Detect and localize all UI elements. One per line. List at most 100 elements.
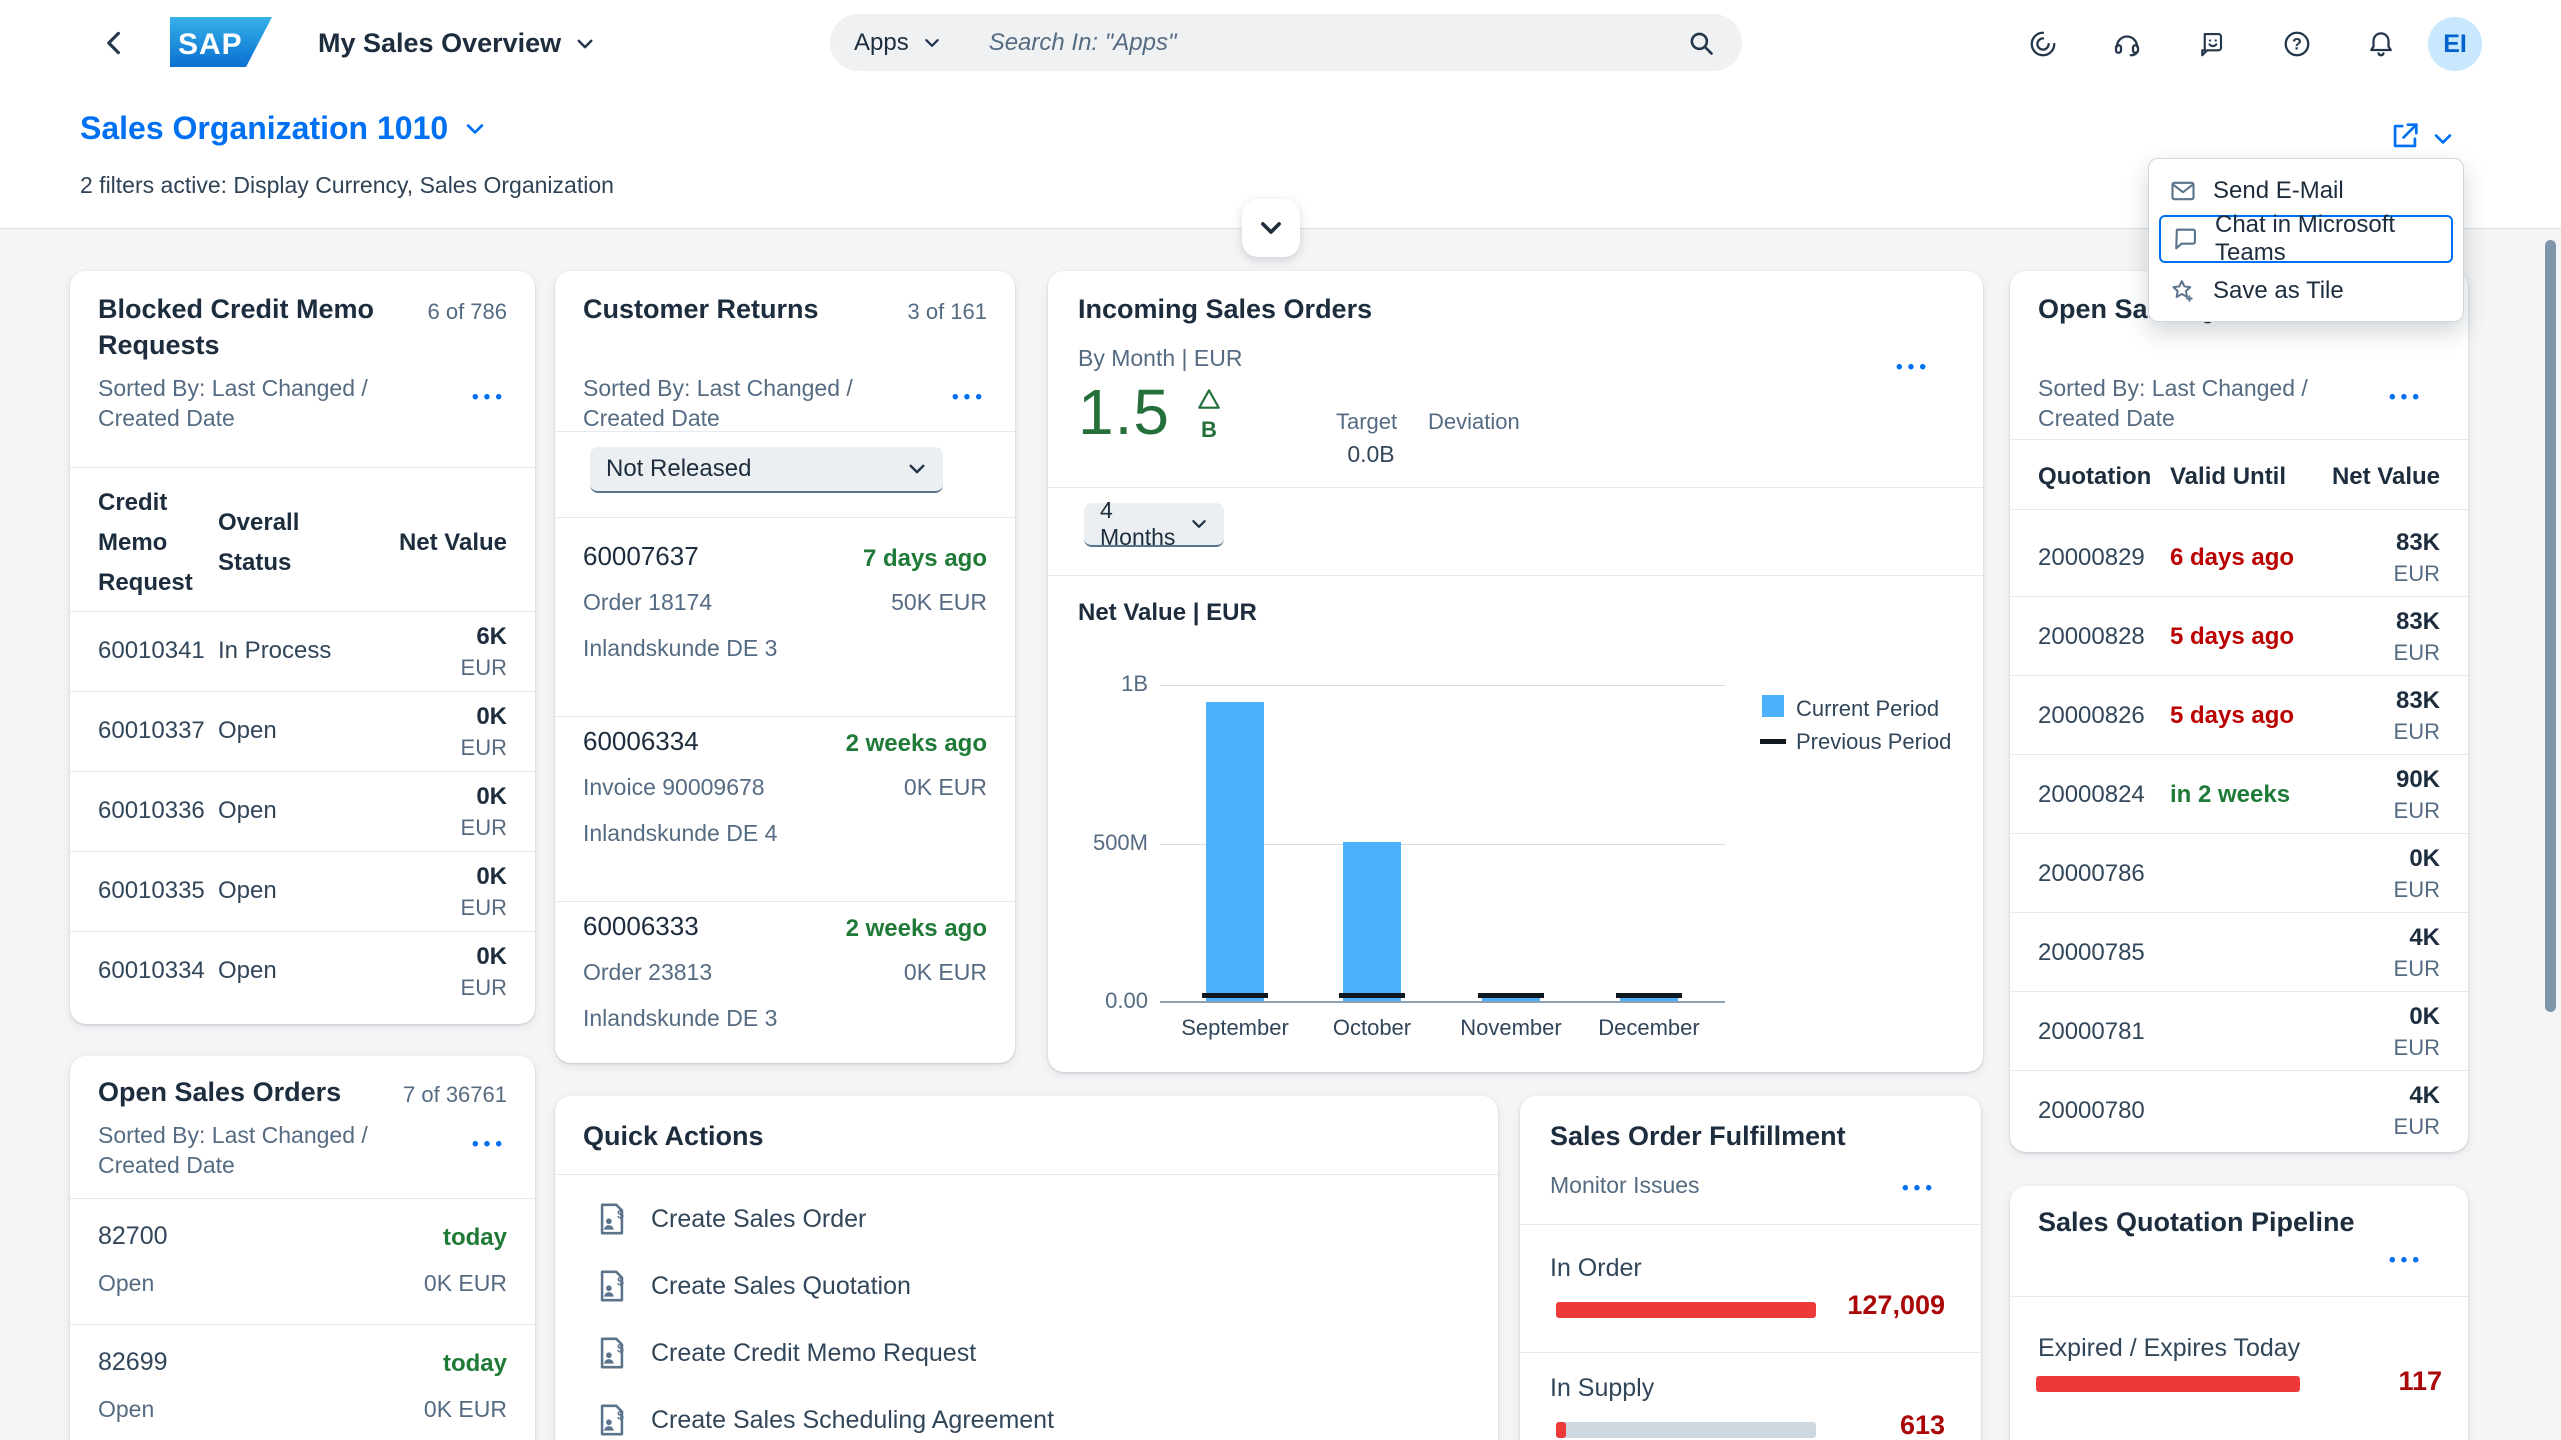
age-text: 7 days ago	[863, 545, 987, 573]
net-value: 90K	[2396, 766, 2440, 794]
card-sales-quotation-pipeline: Sales Quotation Pipeline ••• Expired / E…	[2010, 1186, 2468, 1440]
quotation-id: 20000824	[2038, 781, 2145, 809]
card-open-sales-quotations: Open Sales Quotations Sorted By: Last Ch…	[2010, 271, 2468, 1152]
ai-assistant-icon[interactable]	[2028, 29, 2058, 59]
card-incoming-sales-orders: Incoming Sales Orders By Month | EUR •••…	[1048, 271, 1983, 1072]
share-icon[interactable]	[2388, 118, 2422, 154]
menu-item-label: Chat in Microsoft Teams	[2215, 211, 2451, 267]
quick-action-create-sales-quotation[interactable]: $ Create Sales Quotation	[555, 1255, 1498, 1317]
quick-action-label: Create Sales Order	[651, 1205, 866, 1234]
net-value: 50K EUR	[891, 589, 987, 616]
quick-action-create-sales-scheduling-agreement[interactable]: $ Create Sales Scheduling Agreement	[555, 1389, 1498, 1440]
period-filter-value: 4 Months	[1100, 497, 1190, 551]
help-icon[interactable]: ?	[2282, 29, 2312, 59]
net-value: 0K EUR	[424, 1270, 507, 1297]
menu-item-send-email[interactable]: Send E-Mail	[2159, 167, 2453, 215]
card-sales-order-fulfillment: Sales Order Fulfillment Monitor Issues •…	[1520, 1096, 1981, 1440]
kpi-unit: B	[1196, 417, 1222, 443]
card-quick-actions: Quick Actions $ Create Sales Order $ Cre…	[555, 1096, 1498, 1440]
email-icon	[2169, 177, 2197, 205]
net-value: 0K EUR	[904, 774, 987, 801]
x-axis-label: November	[1441, 1015, 1581, 1041]
net-value: 4K	[2409, 1082, 2440, 1110]
menu-item-chat-in-microsoft-teams[interactable]: Chat in Microsoft Teams	[2159, 215, 2453, 263]
feedback-icon[interactable]	[2196, 29, 2226, 59]
chevron-down-icon[interactable]	[923, 34, 941, 52]
collapse-header-button[interactable]	[1242, 199, 1300, 257]
quick-action-create-sales-order[interactable]: $ Create Sales Order	[555, 1188, 1498, 1250]
overflow-button[interactable]: •••	[472, 387, 507, 409]
overall-status: In Process	[218, 637, 331, 665]
card-open-sales-orders: Open Sales Orders 7 of 36761 Sorted By: …	[70, 1056, 535, 1440]
quick-action-create-credit-memo-request[interactable]: $ Create Credit Memo Request	[555, 1322, 1498, 1384]
net-value: 0K	[476, 863, 507, 891]
chevron-down-icon	[464, 118, 486, 140]
deviation-label: Deviation	[1428, 409, 1520, 435]
menu-item-save-as-tile[interactable]: Save as Tile	[2159, 267, 2453, 315]
card-blocked-credit-memo-requests: Blocked Credit Memo Requests 6 of 786 So…	[70, 271, 535, 1024]
vertical-scrollbar[interactable]	[2545, 240, 2556, 1012]
net-value: 0K EUR	[424, 1396, 507, 1423]
bar-october[interactable]	[1343, 842, 1401, 1001]
card-sort-text: Sorted By: Last Changed / Created Date	[98, 1120, 408, 1180]
card-count: 3 of 161	[907, 299, 987, 325]
overall-status: Open	[218, 957, 277, 985]
card-count: 7 of 36761	[403, 1082, 507, 1108]
credit-memo-id: 60010335	[98, 877, 205, 905]
avatar[interactable]: EI	[2428, 17, 2482, 71]
page-header-title-button[interactable]: Sales Organization 1010	[80, 110, 486, 147]
valid-until: in 2 weeks	[2170, 781, 2290, 809]
overflow-button[interactable]: •••	[472, 1134, 507, 1156]
x-axis-label: October	[1302, 1015, 1442, 1041]
overflow-button[interactable]: •••	[2389, 387, 2424, 409]
card-title: Quick Actions	[583, 1118, 764, 1154]
chevron-down-icon[interactable]	[2432, 128, 2454, 150]
card-subtitle: By Month | EUR	[1078, 343, 1242, 373]
column-header: Quotation	[2038, 457, 2151, 497]
active-filters-text: 2 filters active: Display Currency, Sale…	[80, 172, 614, 199]
order-id: 82700	[98, 1222, 168, 1251]
app-title-button[interactable]: My Sales Overview	[318, 28, 595, 59]
status-filter-select[interactable]: Not Released	[590, 447, 943, 493]
valid-until: 6 days ago	[2170, 544, 2294, 572]
headset-icon[interactable]	[2112, 29, 2142, 59]
overflow-button[interactable]: •••	[1896, 357, 1931, 379]
due-text: today	[443, 1350, 507, 1378]
bar-december[interactable]	[1620, 998, 1678, 1001]
overall-status: Open	[218, 797, 277, 825]
share-menu: Send E-Mail Chat in Microsoft Teams Save…	[2148, 158, 2464, 322]
overflow-button[interactable]: •••	[1902, 1178, 1937, 1200]
overall-status: Open	[218, 717, 277, 745]
return-id: 60006333	[583, 911, 699, 942]
overflow-button[interactable]: •••	[952, 387, 987, 409]
search-bar[interactable]: Apps Search In: "Apps"	[830, 14, 1742, 71]
period-filter-select[interactable]: 4 Months	[1084, 503, 1224, 547]
overflow-button[interactable]: •••	[2389, 1250, 2424, 1272]
bell-icon[interactable]	[2366, 29, 2396, 59]
return-id: 60007637	[583, 541, 699, 572]
age-text: 2 weeks ago	[846, 915, 987, 943]
search-scope-select[interactable]: Apps	[854, 29, 909, 57]
card-sort-text: Sorted By: Last Changed / Created Date	[98, 373, 408, 433]
column-header: Credit Memo Request	[98, 483, 228, 603]
column-header: Overall Status	[218, 503, 348, 583]
reference-doc: Order 18174	[583, 589, 712, 616]
reference-doc: Order 23813	[583, 959, 712, 986]
quotation-id: 20000829	[2038, 544, 2145, 572]
search-input[interactable]: Search In: "Apps"	[989, 29, 1177, 57]
bar-chart-plot	[1160, 685, 1725, 1003]
menu-item-label: Save as Tile	[2213, 277, 2344, 305]
sap-logo[interactable]: SAP	[170, 17, 272, 67]
bar-september[interactable]	[1206, 702, 1264, 1001]
net-value: 83K	[2396, 687, 2440, 715]
back-icon[interactable]	[100, 29, 128, 57]
net-value: 0K	[476, 703, 507, 731]
kpi-value: 1.5	[1078, 375, 1170, 449]
search-icon[interactable]	[1688, 30, 1714, 56]
credit-memo-id: 60010336	[98, 797, 205, 825]
kpi-label: In Supply	[1550, 1374, 1654, 1403]
sap-sales-overview-app: SAP My Sales Overview Apps Search In: "A…	[0, 0, 2561, 1440]
progress-bar	[1556, 1422, 1816, 1438]
quick-action-label: Create Credit Memo Request	[651, 1339, 976, 1368]
legend-swatch-current	[1762, 695, 1784, 717]
